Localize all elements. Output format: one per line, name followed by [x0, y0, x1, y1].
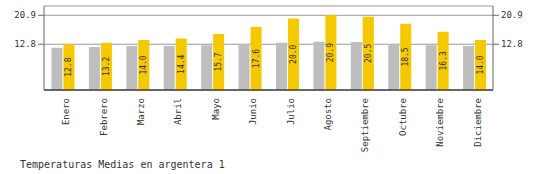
svg-text:14.0: 14.0 [139, 55, 148, 74]
svg-text:Agosto: Agosto [323, 98, 333, 131]
svg-text:13.2: 13.2 [102, 57, 111, 76]
html-text:Temperaturas Medias en argente: Temperaturas Medias en argentera 1 [20, 159, 225, 170]
svg-text:Junio: Junio [248, 98, 258, 125]
svg-text:20.9: 20.9 [326, 43, 335, 62]
svg-text:Julio: Julio [286, 98, 296, 125]
svg-text:Enero: Enero [61, 98, 71, 125]
svg-text:16.3: 16.3 [439, 51, 448, 70]
svg-text:20.0: 20.0 [289, 44, 298, 63]
svg-text:12.8: 12.8 [64, 57, 73, 76]
svg-text:14.4: 14.4 [177, 54, 186, 73]
svg-text:15.7: 15.7 [214, 52, 223, 71]
svg-text:Octubre: Octubre [398, 98, 408, 136]
svg-text:20.5: 20.5 [364, 44, 373, 63]
svg-text:18.5: 18.5 [401, 47, 410, 66]
svg-text:14.0: 14.0 [476, 55, 485, 74]
svg-text:12.8: 12.8 [501, 39, 523, 49]
svg-text:Marzo: Marzo [136, 98, 146, 125]
svg-text:20.9: 20.9 [14, 10, 36, 20]
svg-text:20.9: 20.9 [501, 10, 523, 20]
svg-text:Septiembre: Septiembre [360, 98, 370, 152]
svg-text:Noviembre: Noviembre [435, 98, 445, 147]
svg-text:12.8: 12.8 [14, 39, 36, 49]
svg-text:Mayo: Mayo [211, 98, 221, 120]
svg-text:Abril: Abril [173, 98, 183, 125]
svg-text:Febrero: Febrero [99, 98, 109, 136]
svg-text:17.6: 17.6 [252, 49, 261, 68]
svg-text:Diciembre: Diciembre [473, 98, 483, 147]
